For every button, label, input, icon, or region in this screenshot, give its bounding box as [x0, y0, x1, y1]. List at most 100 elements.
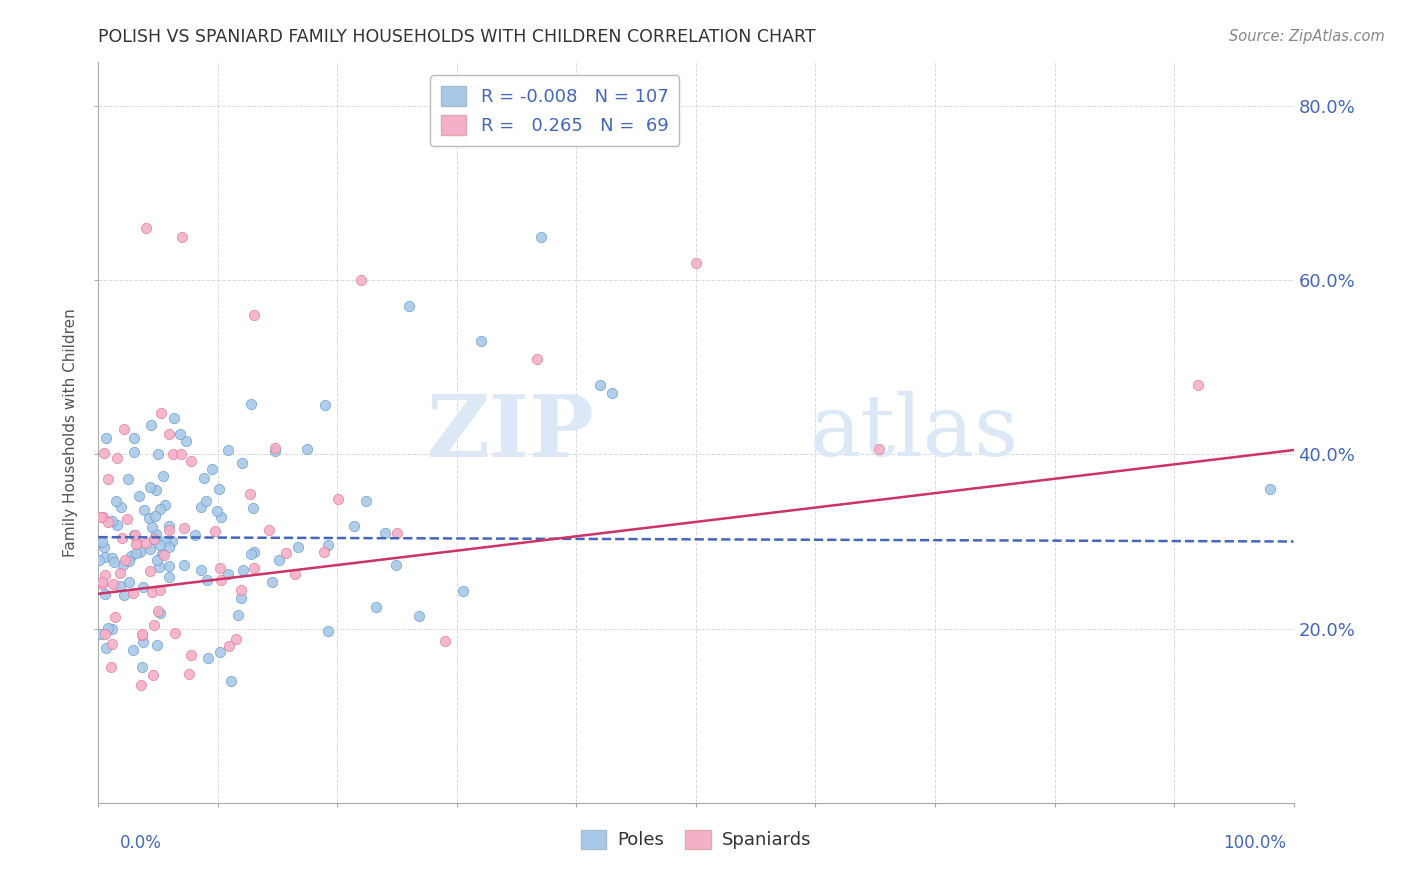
Point	[165, 625, 187, 640]
Text: POLISH VS SPANIARD FAMILY HOUSEHOLDS WITH CHILDREN CORRELATION CHART: POLISH VS SPANIARD FAMILY HOUSEHOLDS WIT…	[98, 28, 815, 45]
Point	[118, 554, 141, 568]
Point	[229, 582, 252, 597]
Point	[157, 426, 180, 441]
Point	[193, 470, 215, 484]
Point	[1258, 482, 1281, 496]
Point	[217, 443, 239, 458]
Point	[87, 553, 110, 567]
Point	[138, 480, 160, 494]
Point	[124, 445, 146, 459]
Point	[205, 504, 228, 518]
Point	[530, 229, 553, 244]
Text: atlas: atlas	[810, 391, 1018, 475]
Point	[177, 667, 200, 681]
Point	[173, 558, 195, 572]
Point	[174, 434, 197, 448]
Point	[97, 622, 120, 636]
Point	[93, 540, 115, 554]
Point	[134, 503, 156, 517]
Point	[169, 426, 191, 441]
Point	[267, 553, 290, 567]
Text: 0.0%: 0.0%	[120, 834, 162, 852]
Point	[316, 538, 339, 552]
Point	[94, 587, 117, 601]
Point	[125, 536, 148, 550]
Point	[90, 627, 112, 641]
Point	[263, 443, 285, 458]
Point	[145, 483, 167, 497]
Point	[295, 442, 318, 456]
Point	[287, 540, 309, 554]
Point	[91, 510, 114, 524]
Point	[111, 531, 134, 545]
Point	[131, 627, 153, 641]
Point	[112, 422, 135, 436]
Point	[131, 660, 153, 674]
Point	[314, 398, 336, 412]
Point	[135, 535, 157, 549]
Point	[262, 575, 284, 590]
Point	[115, 512, 138, 526]
Point	[149, 501, 172, 516]
Point	[149, 406, 172, 420]
Point	[316, 624, 339, 638]
Point	[685, 256, 707, 270]
Point	[194, 493, 217, 508]
Text: ZIP: ZIP	[426, 391, 595, 475]
Point	[218, 639, 240, 653]
Point	[93, 446, 115, 460]
Point	[124, 528, 146, 542]
Point	[197, 650, 219, 665]
Point	[117, 472, 139, 486]
Point	[146, 639, 169, 653]
Point	[243, 308, 266, 322]
Point	[131, 580, 153, 594]
Point	[91, 576, 114, 591]
Point	[162, 447, 184, 461]
Point	[470, 334, 492, 348]
Point	[110, 579, 132, 593]
Point	[118, 575, 141, 590]
Text: 100.0%: 100.0%	[1223, 834, 1286, 852]
Point	[142, 532, 165, 546]
Point	[152, 548, 174, 562]
Point	[146, 447, 169, 461]
Point	[138, 542, 160, 557]
Point	[180, 454, 202, 468]
Point	[350, 273, 373, 287]
Point	[157, 559, 180, 574]
Y-axis label: Family Households with Children: Family Households with Children	[63, 309, 79, 557]
Point	[104, 610, 127, 624]
Point	[125, 537, 148, 551]
Point	[150, 547, 173, 561]
Point	[94, 640, 117, 655]
Point	[257, 523, 280, 537]
Point	[385, 525, 408, 540]
Point	[94, 431, 117, 445]
Point	[374, 526, 396, 541]
Point	[146, 604, 169, 618]
Point	[232, 563, 254, 577]
Legend: Poles, Spaniards: Poles, Spaniards	[574, 822, 818, 856]
Point	[526, 351, 548, 366]
Point	[201, 462, 224, 476]
Point	[602, 386, 624, 401]
Point	[105, 451, 128, 466]
Point	[139, 564, 162, 578]
Point	[354, 494, 377, 508]
Point	[204, 524, 226, 539]
Point	[190, 500, 212, 514]
Point	[328, 492, 350, 507]
Point	[112, 588, 135, 602]
Point	[172, 229, 194, 244]
Point	[242, 501, 264, 516]
Point	[112, 558, 135, 572]
Point	[143, 508, 166, 523]
Point	[1187, 377, 1209, 392]
Point	[97, 515, 120, 529]
Point	[453, 584, 475, 599]
Point	[231, 456, 253, 470]
Point	[153, 534, 176, 549]
Point	[129, 678, 152, 692]
Point	[100, 659, 122, 673]
